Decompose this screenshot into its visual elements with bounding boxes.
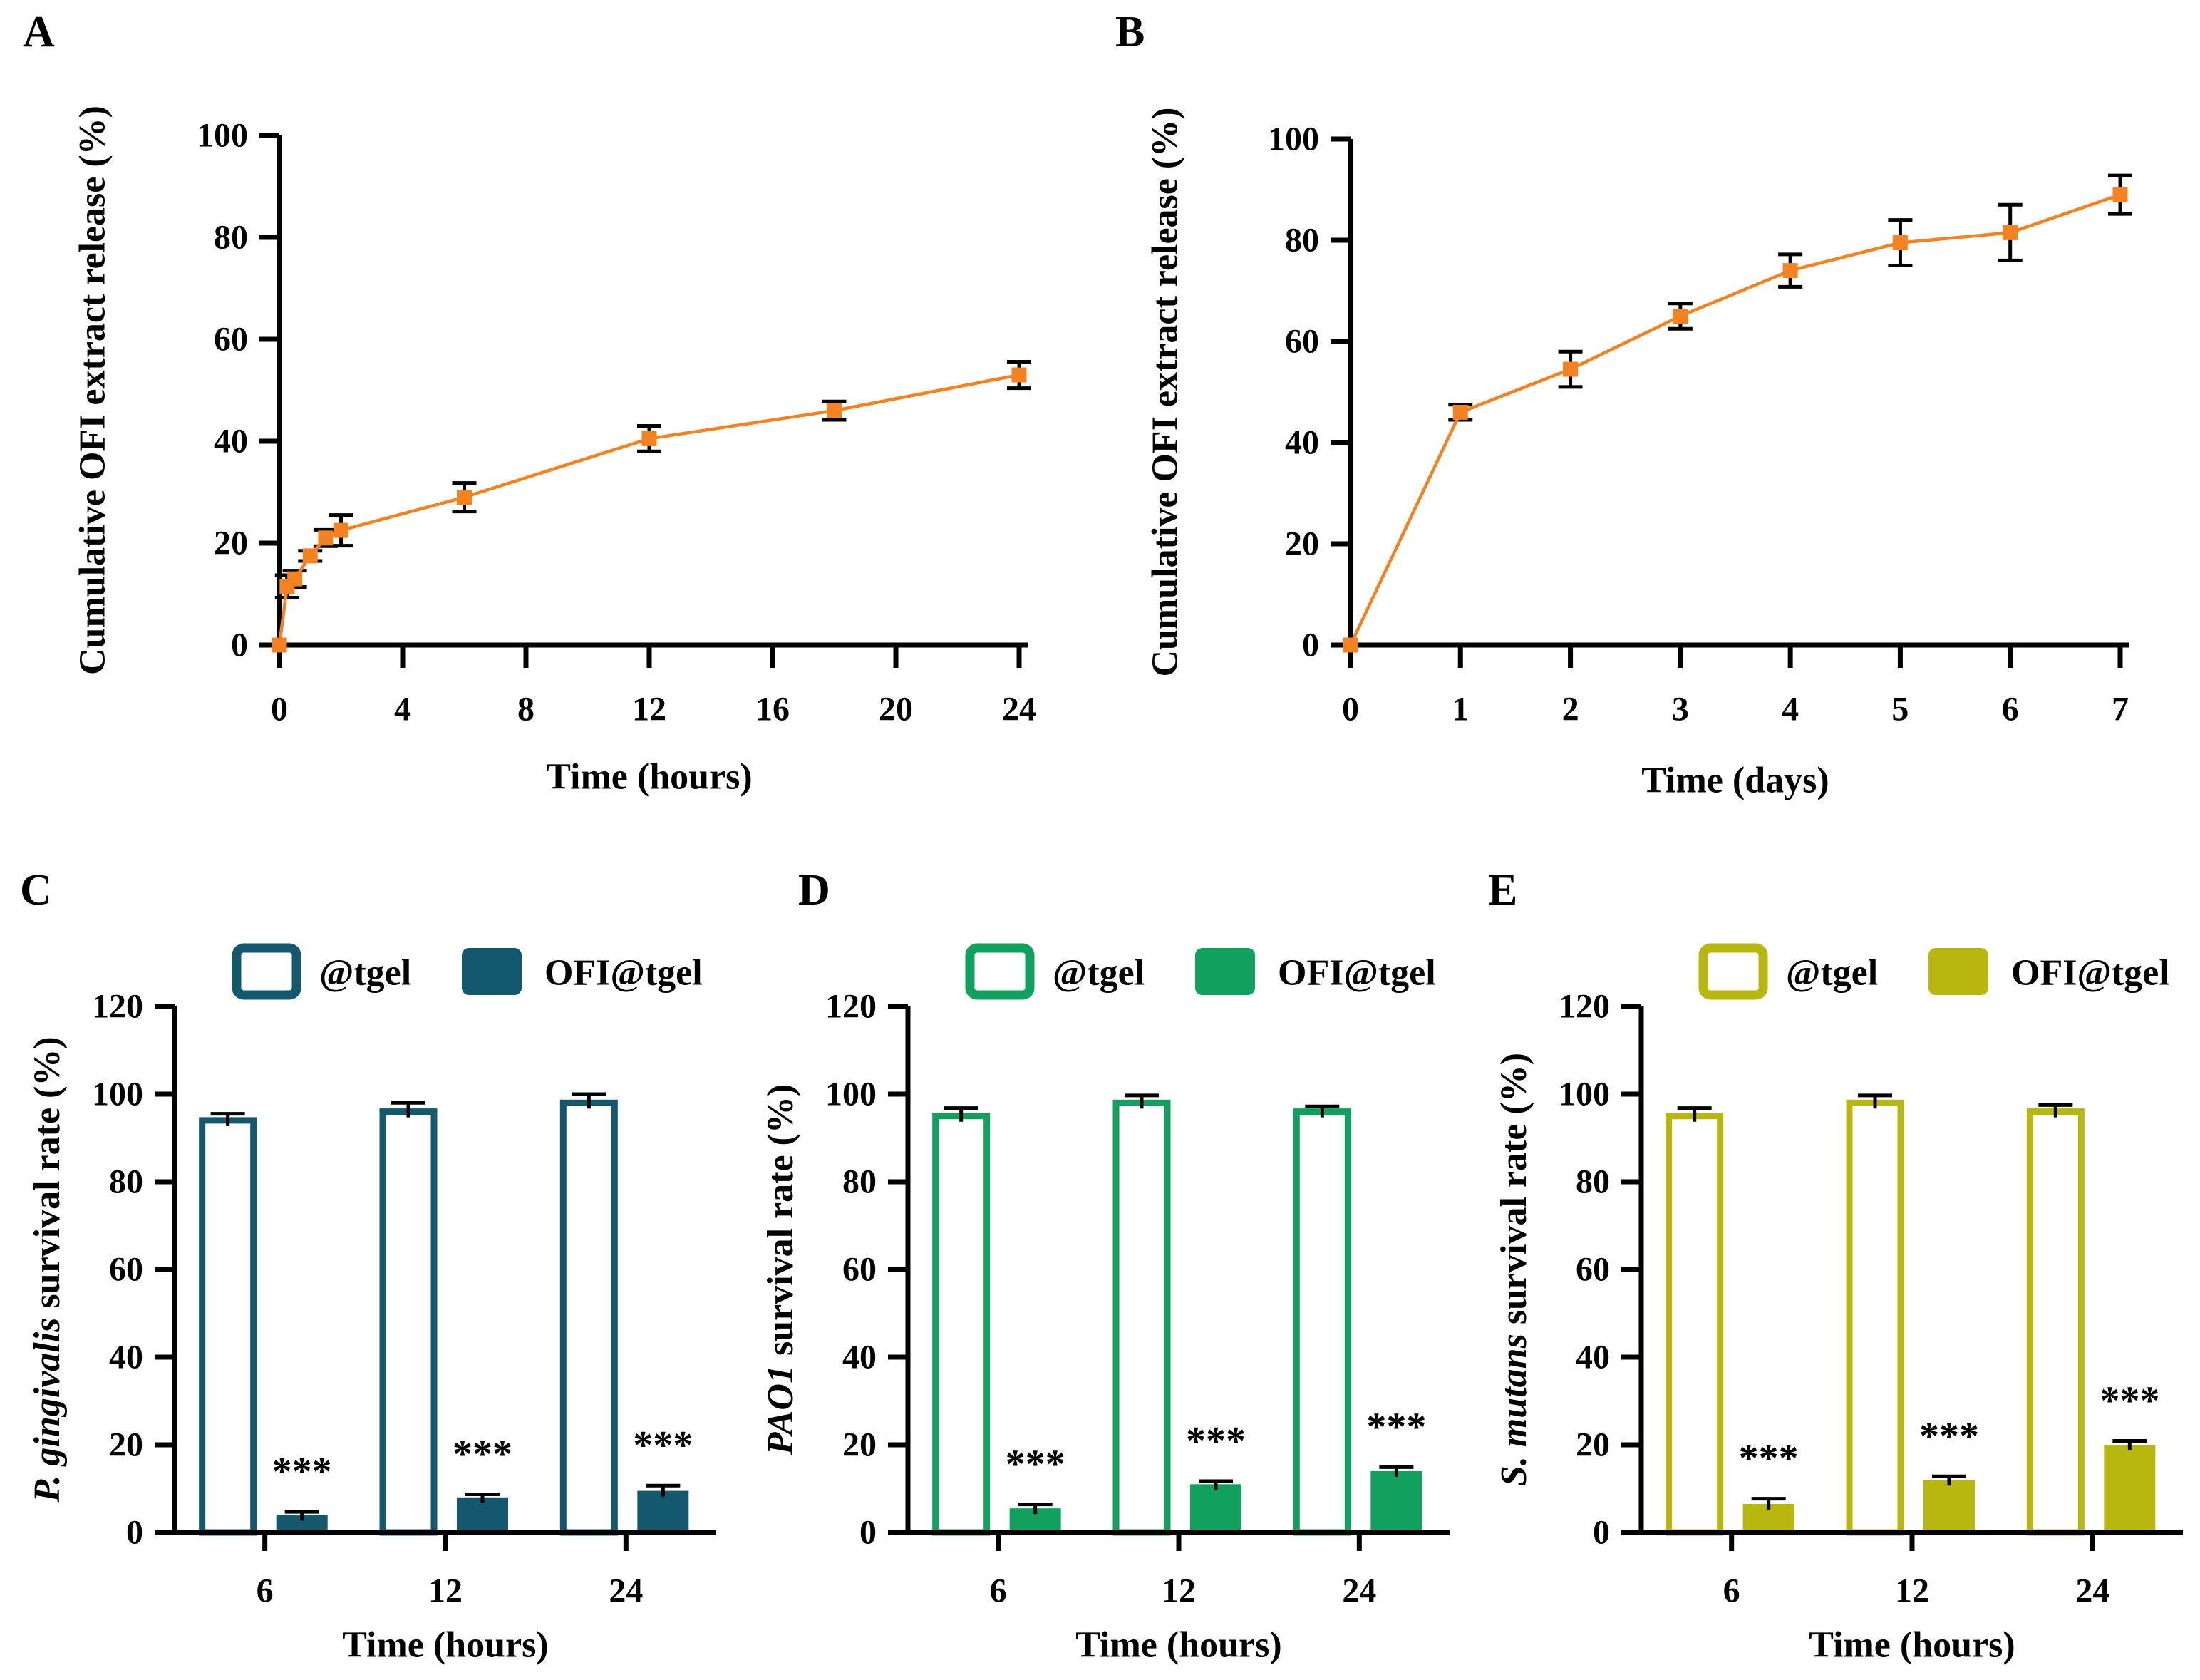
svg-text:20: 20: [842, 1426, 877, 1464]
svg-text:5: 5: [1891, 691, 1909, 728]
svg-text:80: 80: [842, 1163, 877, 1201]
svg-text:***: ***: [272, 1450, 332, 1494]
svg-text:***: ***: [1006, 1443, 1065, 1487]
svg-text:Cumulative OFI extract release: Cumulative OFI extract release (%): [73, 105, 113, 675]
panel-letter-b: B: [1115, 8, 1145, 56]
svg-text:***: ***: [633, 1423, 693, 1468]
svg-text:6: 6: [1723, 1572, 1740, 1610]
svg-text:***: ***: [453, 1432, 512, 1476]
svg-text:S. mutans survival rate (%): S. mutans survival rate (%): [1494, 1053, 1534, 1486]
svg-text:24: 24: [609, 1572, 643, 1610]
svg-text:0: 0: [1593, 1514, 1610, 1552]
svg-text:100: 100: [1559, 1076, 1610, 1113]
svg-text:P. gingivalis survival rate (%: P. gingivalis survival rate (%): [27, 1036, 68, 1503]
svg-text:2: 2: [1562, 691, 1579, 728]
svg-text:8: 8: [517, 691, 534, 728]
svg-text:@tgel: @tgel: [319, 953, 411, 994]
svg-text:6: 6: [257, 1572, 274, 1610]
svg-text:12: 12: [1162, 1572, 1196, 1610]
release-hours-line-chart: 0 20 40 60 80 100 0 4 8 12 16 20 24 Time (hours) Cumul…: [73, 105, 1037, 798]
svg-text:80: 80: [1285, 222, 1319, 259]
svg-text:80: 80: [109, 1163, 143, 1201]
svg-text:60: 60: [1576, 1251, 1610, 1289]
svg-text:Time (hours): Time (hours): [1075, 1625, 1281, 1666]
svg-text:7: 7: [2112, 691, 2129, 728]
svg-text:***: ***: [1186, 1419, 1246, 1463]
panel-letter-c: C: [20, 866, 52, 914]
panel-letter-e: E: [1488, 866, 1518, 914]
svg-text:3: 3: [1672, 691, 1689, 728]
svg-text:***: ***: [2100, 1378, 2159, 1423]
svg-text:20: 20: [1576, 1426, 1610, 1464]
svg-text:0: 0: [271, 691, 288, 728]
svg-text:Time (hours): Time (hours): [546, 757, 752, 798]
svg-text:***: ***: [1366, 1405, 1426, 1449]
svg-text:24: 24: [2075, 1572, 2109, 1610]
svg-text:80: 80: [214, 219, 248, 257]
svg-text:6: 6: [990, 1572, 1007, 1610]
svg-text:Time (hours): Time (hours): [342, 1625, 548, 1666]
svg-text:100: 100: [825, 1076, 877, 1113]
svg-text:40: 40: [842, 1339, 877, 1376]
svg-text:1: 1: [1452, 691, 1469, 728]
svg-text:24: 24: [1002, 691, 1036, 728]
p-gingivalis-survival-bar-chart: *** *** *** 0 20 40 60 80 100 120 6 12 24 Time (hours…: [27, 943, 716, 1666]
svg-text:Time (days): Time (days): [1641, 761, 1829, 801]
svg-text:@tgel: @tgel: [1786, 953, 1878, 994]
svg-text:60: 60: [1285, 323, 1319, 361]
svg-text:60: 60: [109, 1251, 143, 1289]
svg-text:120: 120: [1559, 988, 1610, 1026]
s-mutans-survival-bar-chart: *** *** *** 0 20 40 60 80 100 120 6 12 24 Time (hours…: [1494, 943, 2183, 1666]
svg-text:40: 40: [214, 423, 248, 460]
svg-text:100: 100: [197, 117, 248, 155]
panel-letter-a: A: [23, 8, 55, 56]
svg-text:40: 40: [1576, 1339, 1610, 1376]
svg-text:12: 12: [632, 691, 666, 728]
svg-text:20: 20: [214, 525, 248, 562]
svg-text:120: 120: [92, 988, 143, 1026]
svg-text:100: 100: [92, 1076, 143, 1113]
release-days-line-chart: 0 20 40 60 80 100 0 1 2 3 4 5 6 7 Time (days) Cumulativ…: [1145, 107, 2132, 801]
svg-text:20: 20: [879, 691, 913, 728]
svg-text:20: 20: [109, 1426, 143, 1464]
svg-text:100: 100: [1268, 120, 1319, 158]
svg-text:16: 16: [755, 691, 790, 728]
svg-text:Time (hours): Time (hours): [1809, 1625, 2015, 1666]
svg-text:OFI@tgel: OFI@tgel: [544, 953, 703, 994]
svg-text:0: 0: [1302, 627, 1319, 664]
svg-text:0: 0: [1342, 691, 1359, 728]
svg-text:PAO1 survival rate (%): PAO1 survival rate (%): [760, 1084, 801, 1455]
svg-text:40: 40: [1285, 424, 1319, 462]
svg-text:4: 4: [1782, 691, 1799, 728]
svg-text:Cumulative OFI extract release: Cumulative OFI extract release (%): [1145, 107, 1186, 676]
panel-letter-d: D: [798, 866, 830, 914]
svg-text:120: 120: [825, 988, 877, 1026]
svg-text:0: 0: [231, 627, 248, 664]
svg-text:@tgel: @tgel: [1053, 953, 1145, 994]
svg-text:12: 12: [428, 1572, 463, 1610]
svg-text:***: ***: [1919, 1414, 1979, 1458]
svg-text:40: 40: [109, 1339, 143, 1376]
svg-text:OFI@tgel: OFI@tgel: [2011, 953, 2169, 994]
svg-text:60: 60: [214, 321, 248, 359]
svg-text:24: 24: [1342, 1572, 1376, 1610]
svg-text:80: 80: [1576, 1163, 1610, 1201]
svg-text:***: ***: [1739, 1437, 1799, 1481]
svg-text:60: 60: [842, 1251, 877, 1289]
svg-text:0: 0: [126, 1514, 143, 1552]
pao1-survival-bar-chart: *** *** *** 0 20 40 60 80 100 120 6 12 24 Time (hours…: [760, 943, 1450, 1666]
svg-text:OFI@tgel: OFI@tgel: [1278, 953, 1436, 994]
svg-text:4: 4: [394, 691, 411, 728]
svg-text:12: 12: [1895, 1572, 1929, 1610]
svg-text:6: 6: [2002, 691, 2019, 728]
svg-text:0: 0: [859, 1514, 877, 1552]
svg-text:20: 20: [1285, 525, 1319, 563]
